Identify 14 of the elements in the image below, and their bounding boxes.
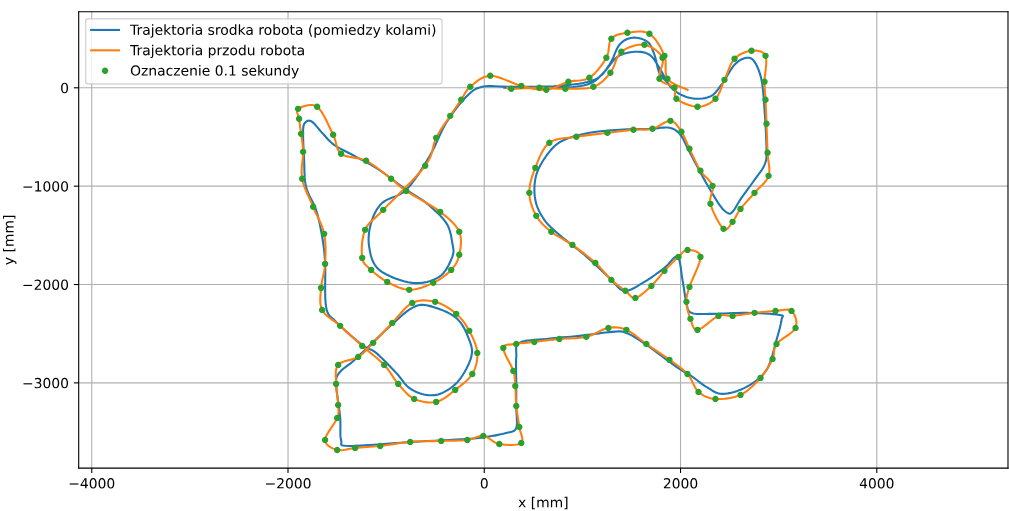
- x-tick-label: −2000: [265, 478, 311, 489]
- x-tick-label: 2000: [663, 478, 698, 489]
- legend-label: Trajektoria przodu robota: [130, 44, 304, 59]
- x-tick-label: 4000: [859, 478, 894, 489]
- legend-label: Trajektoria srodka robota (pomiedzy kolami): [130, 24, 436, 38]
- y-tick-label: −1000: [23, 181, 69, 192]
- x-tick-label: −4000: [69, 478, 115, 489]
- y-tick-label: −3000: [23, 377, 69, 389]
- x-axis-title: x [mm]: [518, 496, 568, 510]
- y-tick-label: −2000: [23, 279, 69, 290]
- x-tick-label: 0: [480, 478, 488, 489]
- legend-label: Oznaczenie 0.1 sekundy: [130, 65, 299, 79]
- y-tick-label: 0: [61, 82, 69, 94]
- y-axis-title: y [mm]: [3, 215, 17, 265]
